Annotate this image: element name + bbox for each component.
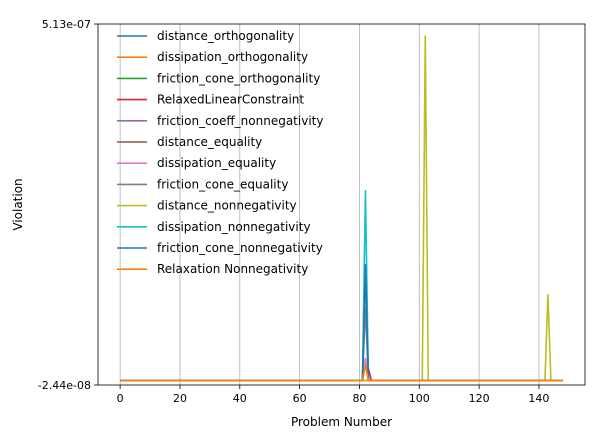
legend-label: friction_cone_nonnegativity xyxy=(157,241,323,255)
legend-item: distance_orthogonality xyxy=(117,29,294,43)
legend-label: dissipation_nonnegativity xyxy=(157,220,311,234)
legend-label: friction_cone_equality xyxy=(157,177,288,191)
grid xyxy=(119,24,540,385)
legend-label: Relaxation Nonnegativity xyxy=(157,262,308,276)
y-axis-ticks: -2.44e-08 5.13e-07 xyxy=(38,18,98,392)
legend-item: Relaxation Nonnegativity xyxy=(117,262,308,276)
x-tick-label: 140 xyxy=(528,392,549,405)
legend-label: distance_equality xyxy=(157,135,262,149)
x-axis-label: Problem Number xyxy=(291,415,392,429)
legend-item: dissipation_equality xyxy=(117,156,276,170)
y-tick-label: 5.13e-07 xyxy=(42,18,91,31)
x-axis-ticks: 0 20 40 60 80 100 120 140 xyxy=(117,385,549,405)
legend-item: distance_nonnegativity xyxy=(117,199,297,213)
legend: distance_orthogonality dissipation_orthog… xyxy=(117,29,323,276)
legend-label: dissipation_orthogonality xyxy=(157,50,308,64)
legend-item: RelaxedLinearConstraint xyxy=(117,93,304,107)
x-tick-label: 40 xyxy=(233,392,247,405)
legend-item: dissipation_orthogonality xyxy=(117,50,308,64)
legend-item: friction_cone_equality xyxy=(117,177,288,191)
plot-frame xyxy=(97,23,586,386)
legend-item: dissipation_nonnegativity xyxy=(117,220,311,234)
legend-item: friction_cone_nonnegativity xyxy=(117,241,323,255)
legend-label: friction_coeff_nonnegativity xyxy=(157,114,323,128)
legend-label: friction_cone_orthogonality xyxy=(157,71,320,85)
x-tick-label: 0 xyxy=(117,392,124,405)
x-tick-label: 100 xyxy=(409,392,430,405)
legend-item: friction_cone_orthogonality xyxy=(117,71,320,85)
x-tick-label: 120 xyxy=(469,392,490,405)
series-line xyxy=(120,364,563,382)
legend-label: RelaxedLinearConstraint xyxy=(157,93,304,107)
legend-label: distance_nonnegativity xyxy=(157,199,297,213)
legend-item: friction_coeff_nonnegativity xyxy=(117,114,323,128)
legend-label: dissipation_equality xyxy=(157,156,276,170)
x-tick-label: 60 xyxy=(293,392,307,405)
y-axis-label: Violation xyxy=(11,178,25,230)
series-lines xyxy=(120,35,563,382)
legend-item: distance_equality xyxy=(117,135,262,149)
x-tick-label: 20 xyxy=(173,392,187,405)
y-tick-label: -2.44e-08 xyxy=(38,379,91,392)
x-tick-label: 80 xyxy=(352,392,366,405)
legend-label: distance_orthogonality xyxy=(157,29,294,43)
